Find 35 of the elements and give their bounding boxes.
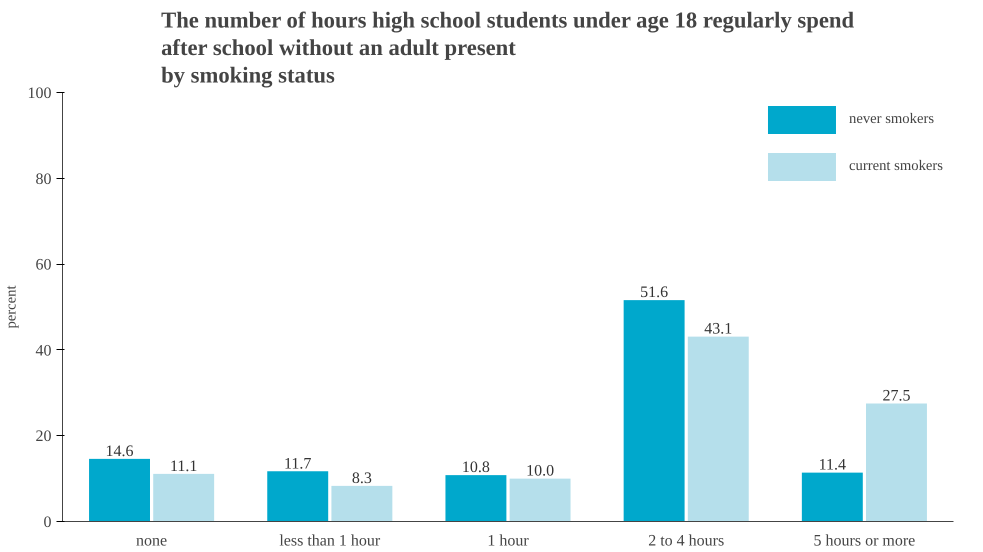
- data-label: 10.0: [526, 462, 554, 480]
- data-label: 11.7: [284, 455, 312, 472]
- data-label: 11.4: [818, 456, 846, 474]
- bar: [267, 471, 328, 522]
- bar: [510, 478, 571, 522]
- data-label: 14.6: [106, 442, 134, 460]
- bar: [445, 475, 506, 522]
- data-label: 10.8: [462, 459, 490, 476]
- y-tick-label: 100: [28, 85, 52, 102]
- data-label: 11.1: [170, 458, 198, 475]
- y-tick-label: 0: [44, 514, 52, 531]
- x-tick-label: none: [136, 532, 168, 550]
- data-label: 27.5: [882, 388, 910, 405]
- bar: [802, 472, 863, 522]
- y-tick-label: 60: [36, 256, 52, 274]
- bar: [688, 336, 749, 522]
- bar: [331, 486, 392, 522]
- legend-label: current smokers: [848, 158, 943, 175]
- y-tick-label: 20: [36, 428, 52, 446]
- data-label: 43.1: [704, 320, 732, 338]
- bar: [866, 404, 927, 522]
- y-tick-label: 40: [36, 342, 52, 360]
- chart-title: The number of hours high school students under age 18 regularly spend after school without an adult present by smoking status: [161, 8, 855, 88]
- y-axis-title: percent: [4, 285, 20, 329]
- legend-label: never smokers: [848, 111, 934, 128]
- x-tick-label: 2 to 4 hours: [648, 532, 724, 550]
- bar: [89, 458, 150, 522]
- data-label: 51.6: [640, 284, 668, 302]
- x-tick-label: 1 hour: [487, 532, 530, 550]
- data-label: 8.3: [352, 470, 372, 487]
- bar: [624, 300, 685, 522]
- x-tick-label: 5 hours or more: [814, 532, 916, 550]
- y-tick-label: 80: [36, 170, 52, 188]
- bar: [153, 474, 214, 522]
- x-tick-label: less than 1 hour: [279, 532, 381, 550]
